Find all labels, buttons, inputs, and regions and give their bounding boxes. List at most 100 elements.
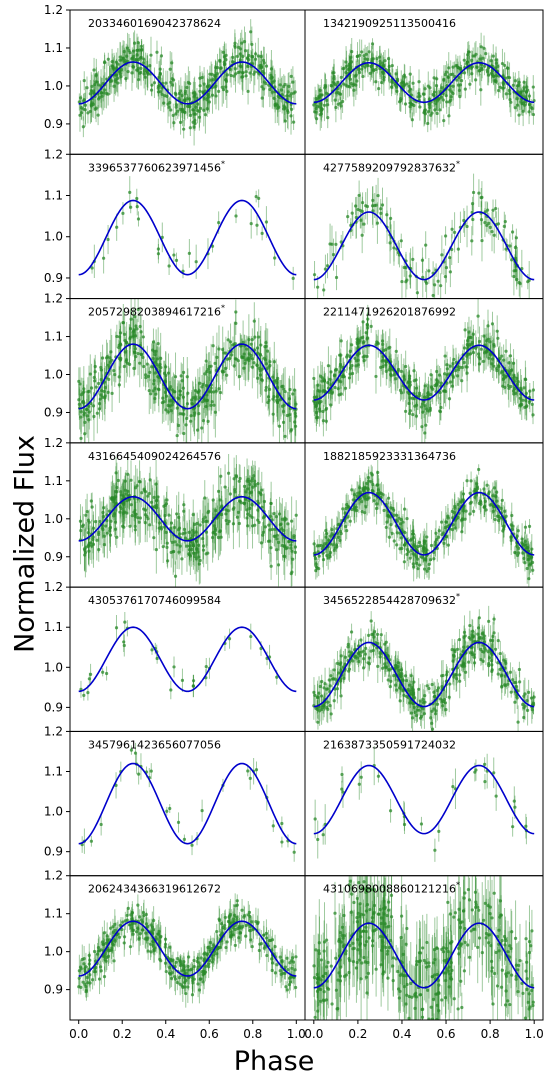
data-point (84, 545, 88, 549)
data-point (496, 364, 501, 368)
data-point (125, 499, 129, 503)
data-point (156, 495, 160, 499)
data-point (407, 401, 411, 406)
data-point (486, 337, 490, 341)
data-point (494, 74, 499, 78)
data-point (365, 354, 369, 359)
data-point (426, 84, 430, 88)
data-point (102, 91, 106, 95)
data-point (356, 338, 360, 342)
data-point (172, 253, 176, 257)
data-point (187, 530, 191, 534)
model-curve (313, 61, 535, 104)
data-point (436, 279, 440, 283)
data-point (255, 223, 259, 227)
data-point (485, 70, 490, 74)
data-point (214, 84, 218, 88)
data-point (325, 264, 330, 268)
data-point (118, 331, 123, 335)
data-point (376, 488, 381, 492)
data-point (231, 55, 235, 59)
data-point (197, 562, 201, 566)
data-point (513, 387, 517, 391)
data-point (81, 523, 86, 527)
data-point (378, 59, 382, 63)
data-point (394, 85, 399, 89)
data-point (213, 361, 217, 365)
data-point (312, 273, 317, 277)
data-point (468, 82, 472, 86)
data-point (495, 329, 499, 333)
data-point (404, 266, 408, 270)
data-point (267, 523, 271, 527)
data-point (249, 342, 253, 346)
data-point (404, 409, 408, 413)
data-point (376, 194, 380, 198)
data-point (195, 547, 199, 552)
data-point (353, 74, 357, 78)
data-point (316, 383, 320, 387)
data-point (83, 548, 87, 552)
data-point (411, 562, 415, 566)
data-point (401, 81, 406, 85)
data-point (167, 105, 171, 109)
data-point (389, 367, 393, 371)
data-point (212, 390, 216, 394)
panel-title-mark: * (221, 304, 225, 313)
data-point (154, 392, 158, 396)
data-point (269, 67, 274, 71)
data-point (445, 363, 449, 367)
data-point (268, 360, 272, 364)
data-point (427, 566, 431, 571)
data-point (502, 358, 506, 362)
data-point (263, 525, 267, 529)
data-point (482, 64, 487, 68)
data-point (319, 374, 323, 378)
data-point (415, 291, 419, 295)
data-point (212, 524, 216, 528)
data-point (259, 493, 263, 497)
data-point (231, 522, 236, 526)
data-point (484, 52, 488, 56)
data-point (126, 489, 130, 493)
data-point (94, 72, 98, 77)
data-point (230, 353, 234, 357)
data-point (224, 508, 228, 512)
data-point (83, 432, 87, 436)
data-point (176, 396, 180, 400)
data-point (319, 102, 323, 106)
data-point (235, 515, 239, 519)
data-point (196, 550, 200, 554)
data-point (427, 102, 431, 106)
data-point (87, 549, 91, 553)
data-point (445, 367, 449, 371)
data-point (520, 102, 524, 106)
data-point (187, 251, 191, 255)
data-point (227, 357, 232, 361)
data-point (283, 434, 287, 438)
data-point (479, 217, 484, 222)
data-point (465, 479, 469, 483)
data-point (468, 512, 472, 516)
data-point (284, 546, 288, 551)
data-point (380, 203, 385, 207)
data-point (515, 84, 519, 88)
data-point (202, 96, 206, 101)
data-point (517, 551, 521, 555)
data-point (156, 84, 160, 88)
data-point (124, 492, 128, 496)
data-point (479, 88, 483, 92)
data-point (189, 113, 193, 117)
data-point (433, 108, 437, 112)
data-point (205, 107, 209, 111)
data-point (405, 278, 409, 282)
data-point (280, 543, 285, 548)
data-point (279, 88, 284, 92)
data-point (101, 514, 105, 519)
data-point (407, 84, 411, 88)
data-point (460, 379, 464, 383)
data-point (492, 233, 496, 237)
data-point (252, 361, 256, 365)
data-point (219, 535, 223, 539)
data-point (176, 528, 181, 532)
